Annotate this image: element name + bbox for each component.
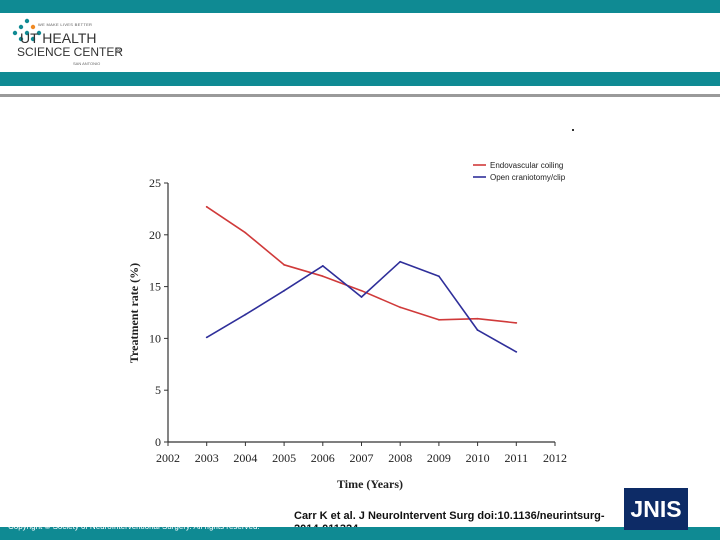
y-axis-label: Treatment rate (%) [127,263,141,363]
header-divider [0,94,720,97]
data-point [476,329,479,332]
top-accent-bar [0,0,720,13]
data-point [399,260,402,263]
data-point [360,296,363,298]
data-point [515,350,518,353]
logo-diamond-icon [12,18,42,42]
x-tick-label: 2012 [543,451,567,465]
x-tick-label: 2011 [505,451,529,465]
legend-label: Endovascular coiling [490,161,563,170]
logo-title-line2: SCIENCE CENTER [17,45,124,59]
y-tick-label: 20 [149,228,161,242]
series-line-endovascular-coiling [206,206,517,324]
x-tick-label: 2007 [350,451,374,465]
data-point [283,263,285,266]
y-tick-label: 5 [155,383,161,397]
data-point [244,231,247,234]
x-tick-label: 2002 [156,451,180,465]
x-tick-label: 2003 [195,451,219,465]
x-tick-label: 2009 [427,451,451,465]
data-point [476,317,479,320]
x-tick-label: 2005 [272,451,296,465]
data-point [283,289,285,292]
slide-dot [572,129,574,131]
bottom-bar [0,527,720,540]
y-tick-label: 0 [155,435,161,449]
data-point [438,318,440,321]
chart-axes: 2002 2003 2004 2005 2006 2007 2008 2009 2010 2011… [149,176,567,465]
data-point [321,275,324,278]
data-point [321,264,324,267]
copyright-text: Copyright © Society of NeuroIntervention… [8,522,260,531]
header-band [0,72,720,86]
data-point [205,205,208,208]
data-point [244,313,247,316]
y-tick-label: 15 [149,280,161,294]
logo-registered-mark: ® [116,48,122,55]
data-point [360,289,363,292]
data-point [438,275,440,278]
logo-location: SAN ANTONIO [73,61,101,66]
logo-tagline: WE MAKE LIVES BETTER [38,22,93,27]
legend-label: Open craniotomy/clip [490,173,566,182]
y-tick-label: 25 [149,176,161,190]
x-tick-label: 2004 [233,451,257,465]
chart-series [205,205,518,353]
x-tick-label: 2010 [466,451,490,465]
x-axis-label: Time (Years) [337,477,403,491]
logo-title-line1: UT HEALTH [20,30,97,46]
data-point [515,321,518,324]
ut-health-logo [12,16,142,72]
chart-legend: Endovascular coiling Open craniotomy/clip [473,161,566,182]
treatment-rate-line-chart: 2002 2003 2004 2005 2006 2007 2008 2009 2010 2011… [127,161,567,491]
x-tick-label: 2008 [388,451,412,465]
series-line-open-craniotomy-clip [206,260,517,353]
y-tick-label: 10 [149,331,161,345]
x-tick-label: 2006 [311,451,335,465]
data-point [205,336,208,339]
data-point [399,306,402,309]
jnis-logo: JNIS [624,488,688,530]
